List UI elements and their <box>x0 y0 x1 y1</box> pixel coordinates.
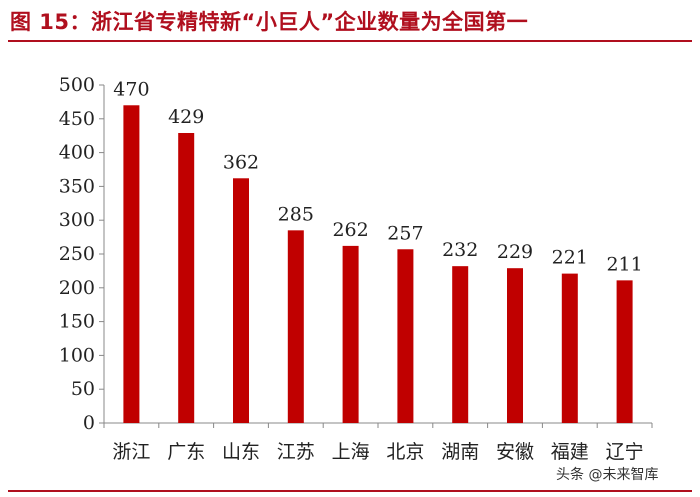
y-tick-labels: 0 50 100 150 200 250 300 350 400 450 500 <box>59 74 95 434</box>
bottom-rule <box>8 490 692 492</box>
y-tick-label: 300 <box>59 209 95 231</box>
chart-axes <box>99 84 653 428</box>
x-category-label: 安徽 <box>496 441 534 463</box>
watermark: 头条 @未来智库 <box>556 464 659 484</box>
title-rule <box>8 40 692 42</box>
data-label: 229 <box>497 241 533 263</box>
data-label: 232 <box>442 239 478 261</box>
x-category-label: 湖南 <box>441 441 479 463</box>
chart-data-labels: 470 429 362 285 262 257 232 229 221 211 <box>113 78 642 275</box>
data-label: 285 <box>278 203 314 225</box>
y-tick-label: 0 <box>83 412 95 434</box>
x-category-label: 上海 <box>332 441 370 463</box>
bar <box>507 268 523 423</box>
x-category-label: 广东 <box>167 441 205 463</box>
y-tick-label: 350 <box>59 175 95 197</box>
bar <box>397 249 414 423</box>
x-category-labels: 浙江 广东 山东 江苏 上海 北京 湖南 安徽 福建 辽宁 <box>112 441 643 463</box>
x-category-label: 北京 <box>386 441 424 463</box>
data-label: 221 <box>552 247 588 269</box>
y-tick-label: 250 <box>59 243 95 265</box>
bar <box>178 132 195 423</box>
data-label: 362 <box>223 151 259 173</box>
figure-title: 图 15：浙江省专精特新“小巨人”企业数量为全国第一 <box>10 10 529 34</box>
y-tick-label: 450 <box>59 108 95 130</box>
data-label: 262 <box>332 219 368 241</box>
x-category-label: 辽宁 <box>606 441 644 463</box>
y-tick-label: 50 <box>71 378 95 400</box>
x-category-label: 江苏 <box>277 441 315 463</box>
bar <box>452 266 469 423</box>
x-category-label: 浙江 <box>112 441 150 463</box>
y-tick-label: 150 <box>59 311 95 333</box>
bar <box>123 105 140 423</box>
bar <box>616 280 633 423</box>
bar <box>342 245 359 423</box>
y-tick-label: 200 <box>59 277 95 299</box>
y-tick-label: 500 <box>59 74 95 96</box>
x-category-label: 山东 <box>222 441 260 463</box>
bar <box>561 273 578 423</box>
data-label: 429 <box>168 106 204 128</box>
data-label: 211 <box>606 253 642 275</box>
x-category-label: 福建 <box>551 441 589 463</box>
bar <box>233 178 249 423</box>
data-label: 257 <box>387 222 423 244</box>
data-label: 470 <box>113 78 149 100</box>
y-tick-label: 100 <box>59 344 95 366</box>
y-tick-label: 400 <box>59 142 95 164</box>
chart-bars <box>123 105 633 423</box>
bar <box>287 230 304 423</box>
